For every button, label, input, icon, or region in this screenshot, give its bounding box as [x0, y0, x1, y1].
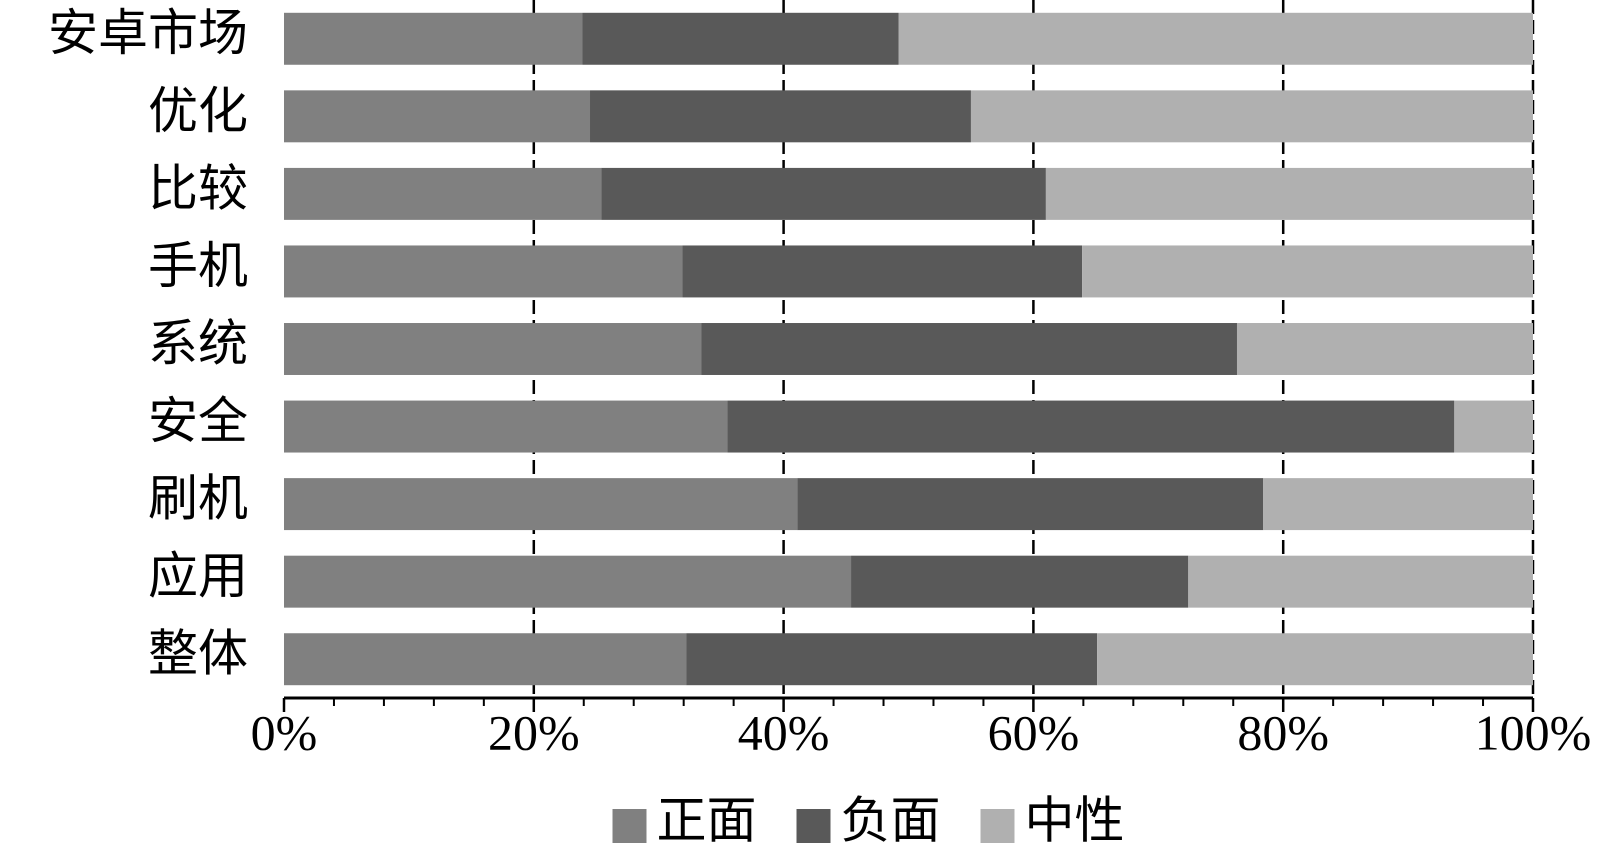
- y-tick-label: 手机: [148, 238, 248, 294]
- bar-segment: [1082, 245, 1533, 298]
- bar-segment: [970, 90, 1533, 143]
- bar-segment: [851, 555, 1189, 608]
- x-tick-label: 0%: [251, 704, 318, 760]
- y-tick-label: 安卓市场: [48, 5, 248, 61]
- bar-segment: [797, 478, 1264, 531]
- bar-segment: [284, 90, 591, 143]
- bar-segment: [1263, 478, 1533, 531]
- bar-segment: [590, 90, 971, 143]
- bar-segment: [1097, 633, 1533, 686]
- bar-segment: [601, 167, 1046, 220]
- bar-segment: [1045, 167, 1533, 220]
- legend-label: 正面: [657, 792, 757, 848]
- legend-label: 中性: [1025, 792, 1125, 848]
- legend-swatch: [612, 809, 647, 843]
- y-tick-label: 刷机: [148, 471, 248, 527]
- legend-label: 负面: [841, 792, 941, 848]
- y-tick-label: 安全: [148, 393, 248, 449]
- bar-segment: [682, 245, 1083, 298]
- bar-segment: [284, 245, 683, 298]
- y-tick-label: 系统: [148, 315, 248, 371]
- bar-segment: [284, 400, 728, 453]
- bar-segment: [284, 555, 852, 608]
- legend-swatch: [796, 809, 831, 843]
- x-tick-label: 20%: [488, 704, 580, 760]
- legend: 正面 负面 中性: [612, 792, 1125, 848]
- bar-segment: [898, 12, 1533, 65]
- bar-segment: [727, 400, 1455, 453]
- x-tick-label: 40%: [738, 704, 830, 760]
- bar-segment: [1236, 323, 1533, 375]
- bar-segment: [686, 633, 1098, 686]
- y-tick-label: 整体: [148, 626, 248, 682]
- x-tick-label: 80%: [1237, 704, 1329, 760]
- x-tick-label: 60%: [988, 704, 1080, 760]
- bar-segment: [1188, 555, 1533, 608]
- y-tick-label: 应用: [148, 548, 248, 604]
- x-tick-label: 100%: [1475, 704, 1592, 760]
- bar-segment: [284, 633, 687, 686]
- y-tick-label: 比较: [148, 160, 248, 216]
- y-tick-label: 优化: [148, 83, 248, 139]
- bars: [284, 12, 1533, 686]
- bar-segment: [582, 12, 899, 65]
- bar-segment: [284, 323, 702, 375]
- bar-segment: [284, 12, 583, 65]
- bar-segment: [284, 167, 602, 220]
- bar-segment: [701, 323, 1237, 375]
- legend-swatch: [980, 809, 1015, 843]
- bar-segment: [284, 478, 798, 531]
- bar-segment: [1454, 400, 1533, 453]
